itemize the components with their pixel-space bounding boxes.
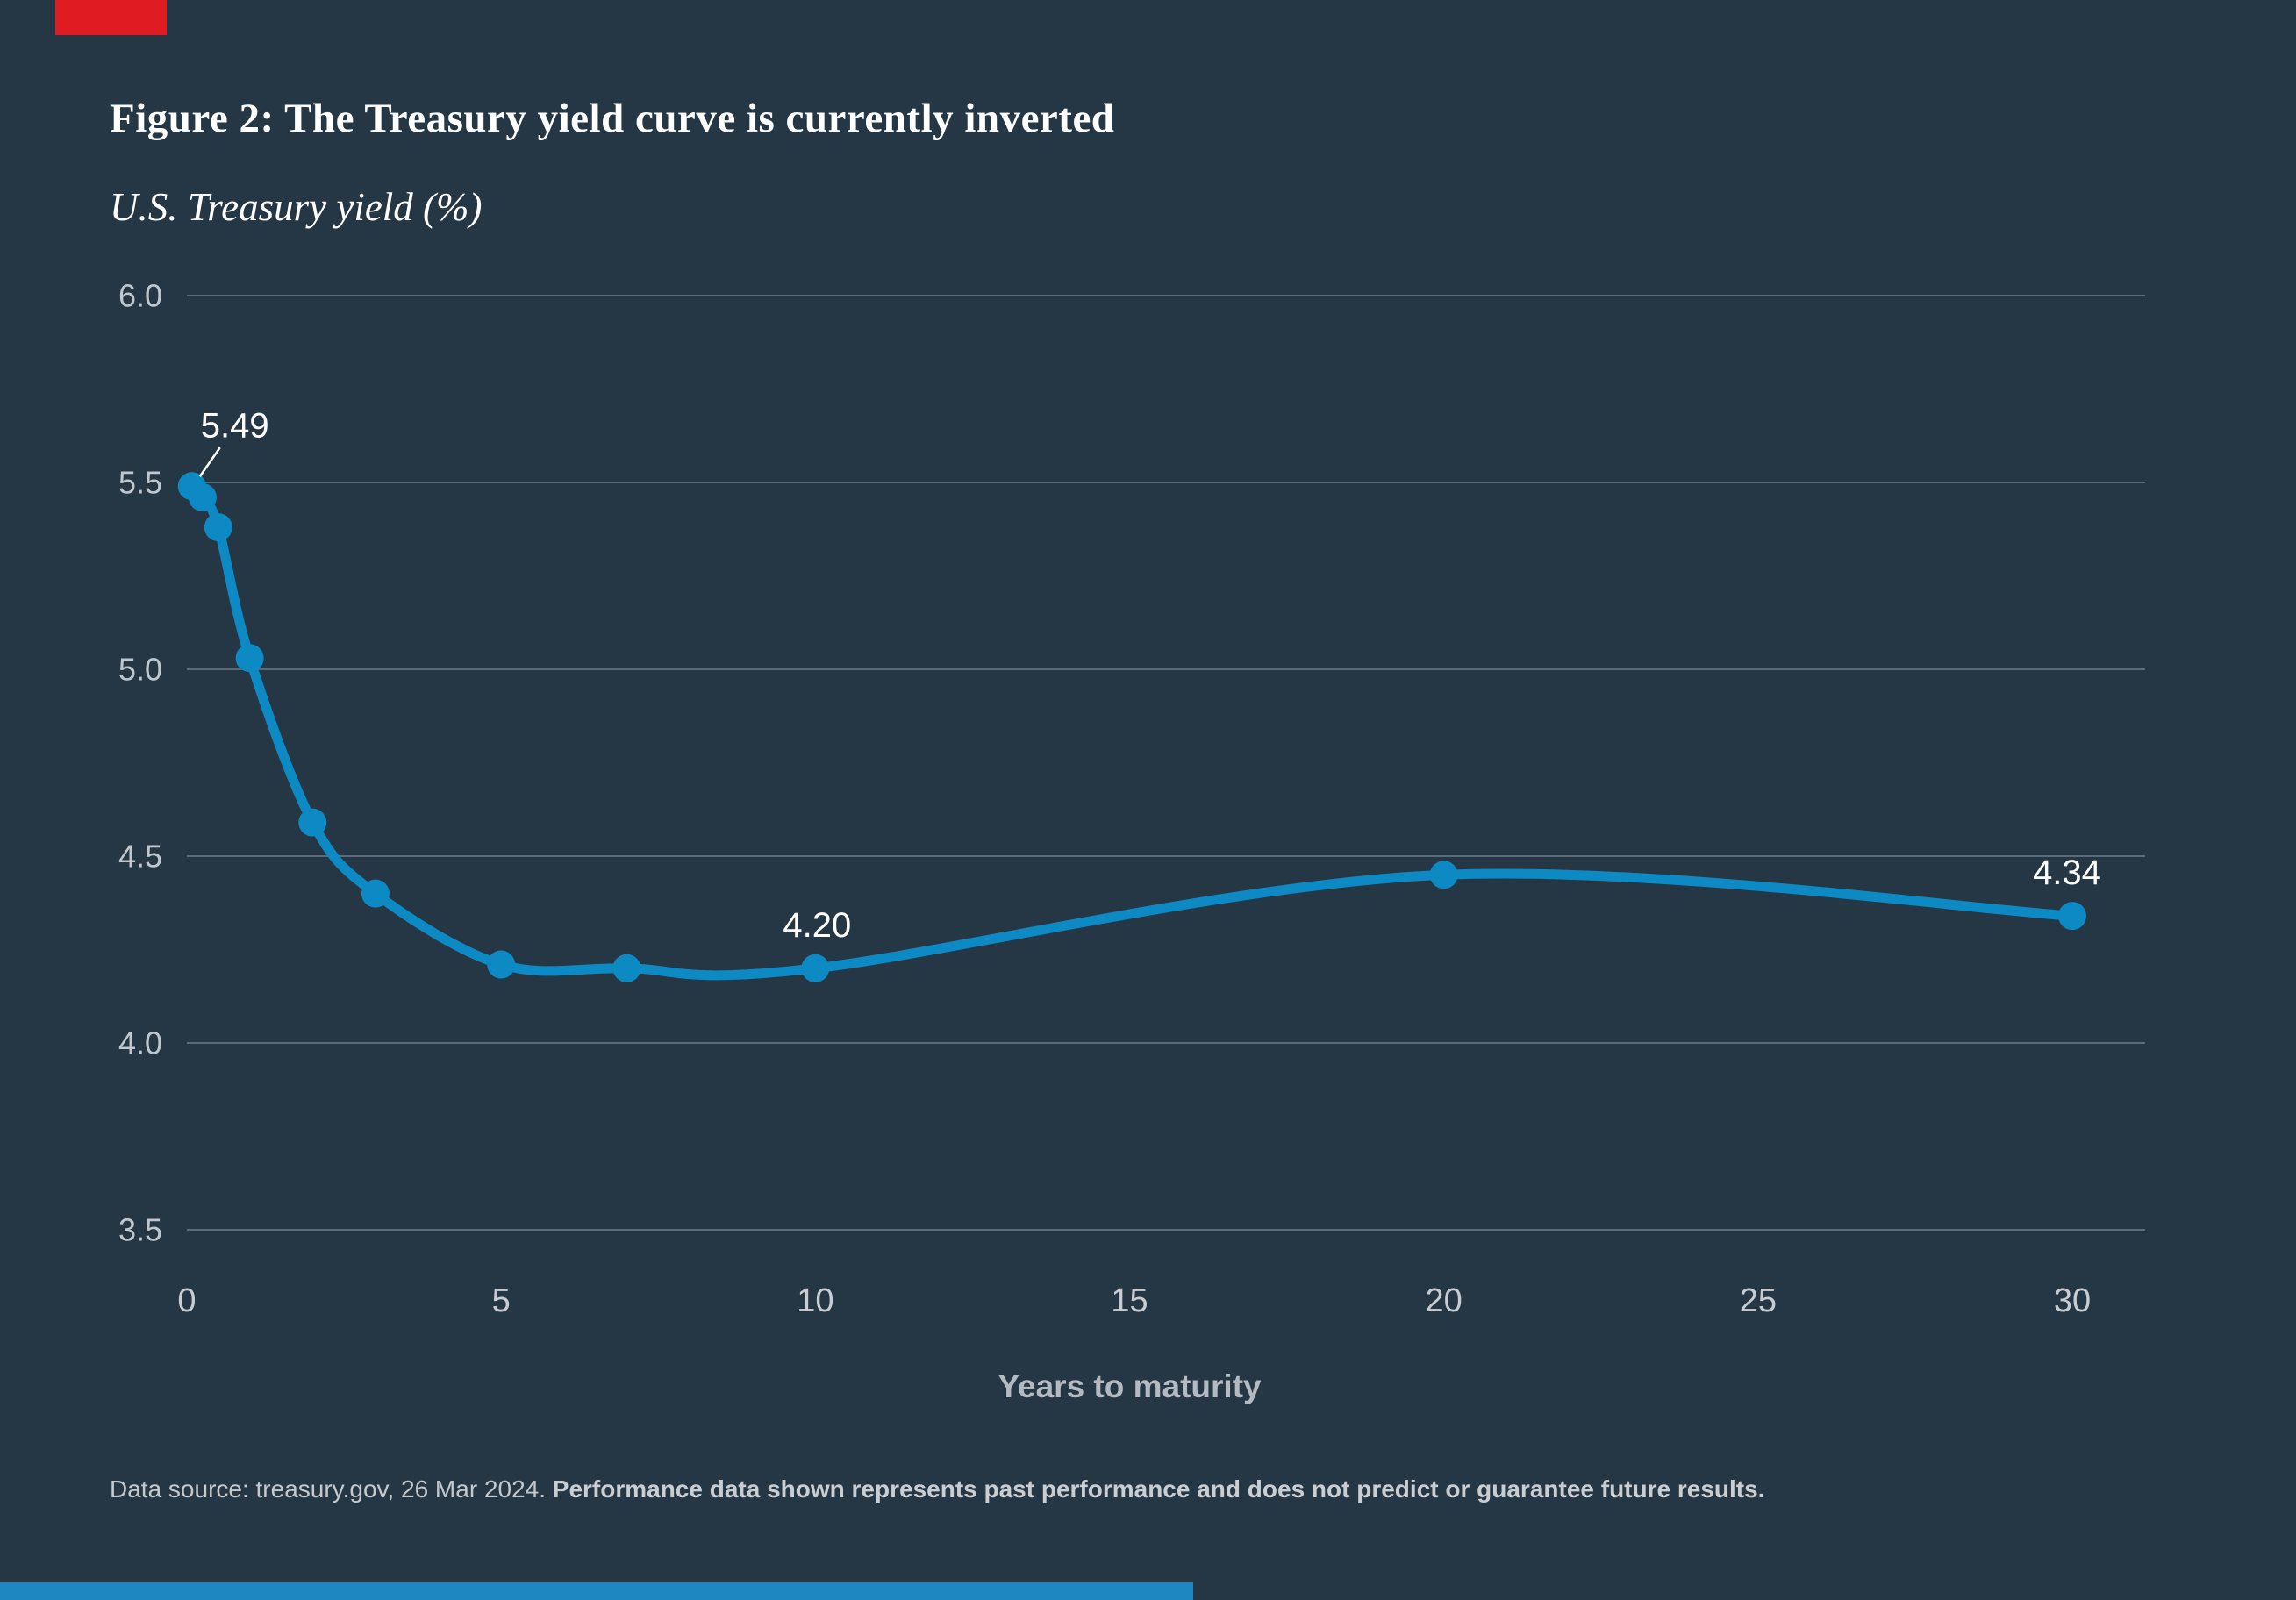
yield-curve-markers (177, 472, 2086, 982)
x-axis-title: Years to maturity (998, 1368, 1262, 1404)
brand-bar-red (55, 0, 167, 35)
svg-text:4.5: 4.5 (118, 839, 162, 875)
svg-text:4.20: 4.20 (783, 906, 851, 945)
gridlines (187, 295, 2145, 1231)
svg-text:10: 10 (797, 1282, 833, 1319)
svg-text:30: 30 (2054, 1282, 2091, 1319)
svg-text:4.34: 4.34 (2033, 854, 2101, 892)
svg-text:25: 25 (1740, 1282, 1777, 1319)
svg-text:5.49: 5.49 (201, 406, 269, 445)
svg-text:6.0: 6.0 (118, 278, 162, 314)
svg-text:15: 15 (1111, 1282, 1148, 1319)
svg-text:3.5: 3.5 (118, 1212, 162, 1248)
value-annotations: 5.49 4.20 4.34 (198, 406, 2101, 945)
chart-subtitle: U.S. Treasury yield (%) (110, 185, 483, 229)
y-axis-tick-labels: 6.0 5.5 5.0 4.5 4.0 3.5 (118, 278, 162, 1248)
yield-curve-line (187, 481, 2078, 981)
svg-text:0: 0 (177, 1282, 196, 1319)
footer-performance-text: Performance data shown represents past p… (552, 1475, 1765, 1503)
footer-disclaimer: Data source: treasury.gov, 26 Mar 2024. … (110, 1475, 2128, 1504)
svg-text:5: 5 (492, 1282, 511, 1319)
footer-source-text: Data source: treasury.gov, 26 Mar 2024. (110, 1475, 553, 1503)
brand-bar-blue (0, 1582, 1193, 1600)
svg-text:5.5: 5.5 (118, 465, 162, 501)
svg-text:4.0: 4.0 (118, 1025, 162, 1061)
svg-text:5.0: 5.0 (118, 652, 162, 688)
svg-text:20: 20 (1426, 1282, 1463, 1319)
chart-title: Figure 2: The Treasury yield curve is cu… (110, 96, 1115, 141)
x-axis-tick-labels: 0 5 10 15 20 25 30 (177, 1282, 2091, 1319)
